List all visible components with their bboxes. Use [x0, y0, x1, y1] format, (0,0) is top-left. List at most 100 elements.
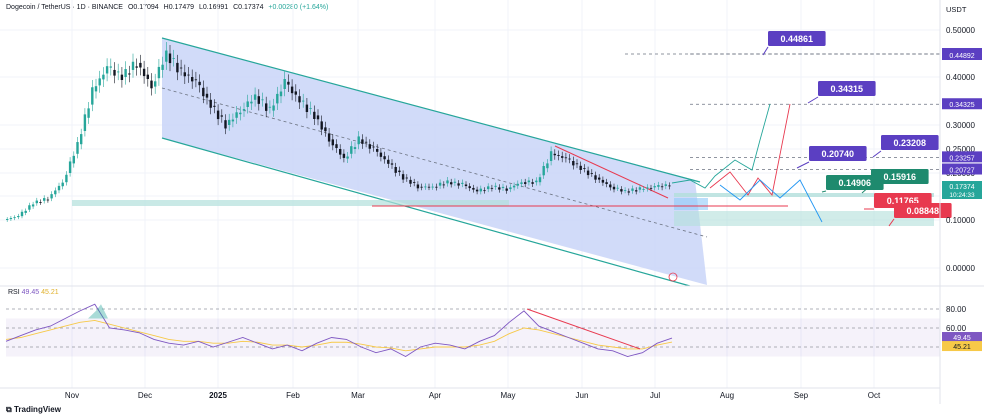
- candle: [246, 101, 249, 107]
- candle: [342, 153, 346, 158]
- candle: [435, 186, 438, 188]
- x-tick-label: Sep: [794, 391, 809, 400]
- candle: [524, 182, 527, 184]
- candle: [631, 188, 634, 191]
- currency-label[interactable]: USDT: [946, 5, 967, 14]
- target-0-23208-arrow: [872, 150, 882, 158]
- candle: [54, 190, 57, 195]
- x-tick-label: Dec: [138, 391, 152, 400]
- channel-fill: [162, 38, 707, 285]
- candle: [272, 105, 275, 111]
- chart-header: Dogecoin / TetherUS · 1D · BINANCE O0.17…: [6, 4, 331, 11]
- candle: [405, 177, 408, 179]
- candle: [257, 96, 260, 104]
- rsi-trendline: [526, 308, 641, 350]
- ohlc-close: C0.17374: [233, 4, 264, 11]
- candle: [409, 179, 412, 184]
- candle: [575, 163, 579, 165]
- candle: [242, 109, 246, 111]
- candle: [612, 186, 616, 190]
- candle: [87, 108, 90, 118]
- rsi-value-badge-text: 49.45: [953, 335, 971, 342]
- candle: [498, 187, 501, 190]
- candle: [516, 183, 519, 186]
- candle: [202, 87, 205, 97]
- candle: [294, 91, 297, 95]
- candle: [494, 185, 497, 187]
- candle: [20, 211, 24, 217]
- level-badge-text: 0.23257: [949, 155, 974, 162]
- candle: [350, 146, 353, 154]
- candle: [442, 184, 445, 186]
- candle: [316, 115, 320, 120]
- candle: [590, 173, 593, 174]
- candle: [135, 66, 138, 68]
- target-0-14906-arrow: [821, 190, 827, 193]
- candle: [368, 144, 371, 149]
- y-tick-label: 0.30000: [946, 121, 975, 130]
- candle: [357, 136, 360, 145]
- candle: [117, 71, 120, 73]
- candle: [83, 114, 87, 131]
- candle: [17, 216, 20, 218]
- rsi-value: 49.45: [21, 289, 40, 296]
- candle: [94, 86, 98, 92]
- candle: [198, 81, 201, 86]
- level-badge: [942, 98, 982, 110]
- candle: [261, 99, 264, 101]
- level-badge-text: 0.34325: [949, 102, 974, 109]
- candle: [605, 182, 608, 185]
- level-badge-text: 0.20727: [949, 168, 974, 175]
- candle: [601, 179, 605, 183]
- candle: [594, 175, 597, 180]
- candle: [209, 99, 212, 108]
- target-0-14906-box: [826, 175, 884, 190]
- candle: [598, 177, 601, 180]
- ohlc-low: L0.16991: [198, 4, 229, 11]
- candle: [194, 79, 198, 81]
- candle: [549, 151, 553, 161]
- candle: [76, 142, 79, 154]
- current-price-badge: [942, 181, 982, 199]
- candle: [553, 153, 556, 156]
- rsi-value-badge: [942, 332, 982, 343]
- rsi-tick-label: 60.00: [946, 324, 967, 333]
- target-0-44861-box: [768, 31, 826, 46]
- candle: [353, 147, 357, 149]
- level-badge-top-text: 0.44892: [949, 53, 974, 60]
- target-0-15916-label: 0.15916: [884, 172, 917, 182]
- candle: [372, 146, 375, 148]
- candle: [224, 120, 227, 129]
- ohlc-high: H0.17479: [163, 4, 194, 11]
- candle: [213, 105, 216, 107]
- brand-icon: ⧉: [6, 405, 14, 414]
- rsi-header: RSI 49.45 45.21: [8, 289, 59, 296]
- candle: [9, 218, 13, 220]
- x-tick-label: Aug: [720, 391, 734, 400]
- target-0-08848-label: 0.08848: [907, 206, 940, 216]
- candle: [220, 115, 223, 117]
- rsi-label: RSI: [8, 289, 20, 296]
- candle: [509, 187, 512, 190]
- candle: [646, 187, 649, 189]
- y-tick-label: 0.00000: [946, 264, 975, 273]
- rsi-line: [5, 303, 673, 358]
- rsi-ma-badge-text: 45.21: [953, 344, 971, 351]
- candle: [253, 94, 257, 100]
- candle: [154, 81, 157, 87]
- candle: [387, 159, 390, 164]
- candle: [401, 174, 405, 180]
- candle: [364, 141, 368, 143]
- candle: [479, 188, 482, 192]
- target-0-34315-box: [818, 81, 876, 96]
- channel-midline: [161, 87, 708, 238]
- candle: [564, 157, 568, 159]
- candle: [320, 121, 323, 130]
- target-0-11765-label: 0.11765: [887, 196, 919, 206]
- candle: [361, 139, 364, 144]
- x-tick-label: Mar: [351, 391, 365, 400]
- candle: [339, 149, 342, 155]
- x-tick-label: Oct: [868, 391, 881, 400]
- candle: [109, 66, 112, 68]
